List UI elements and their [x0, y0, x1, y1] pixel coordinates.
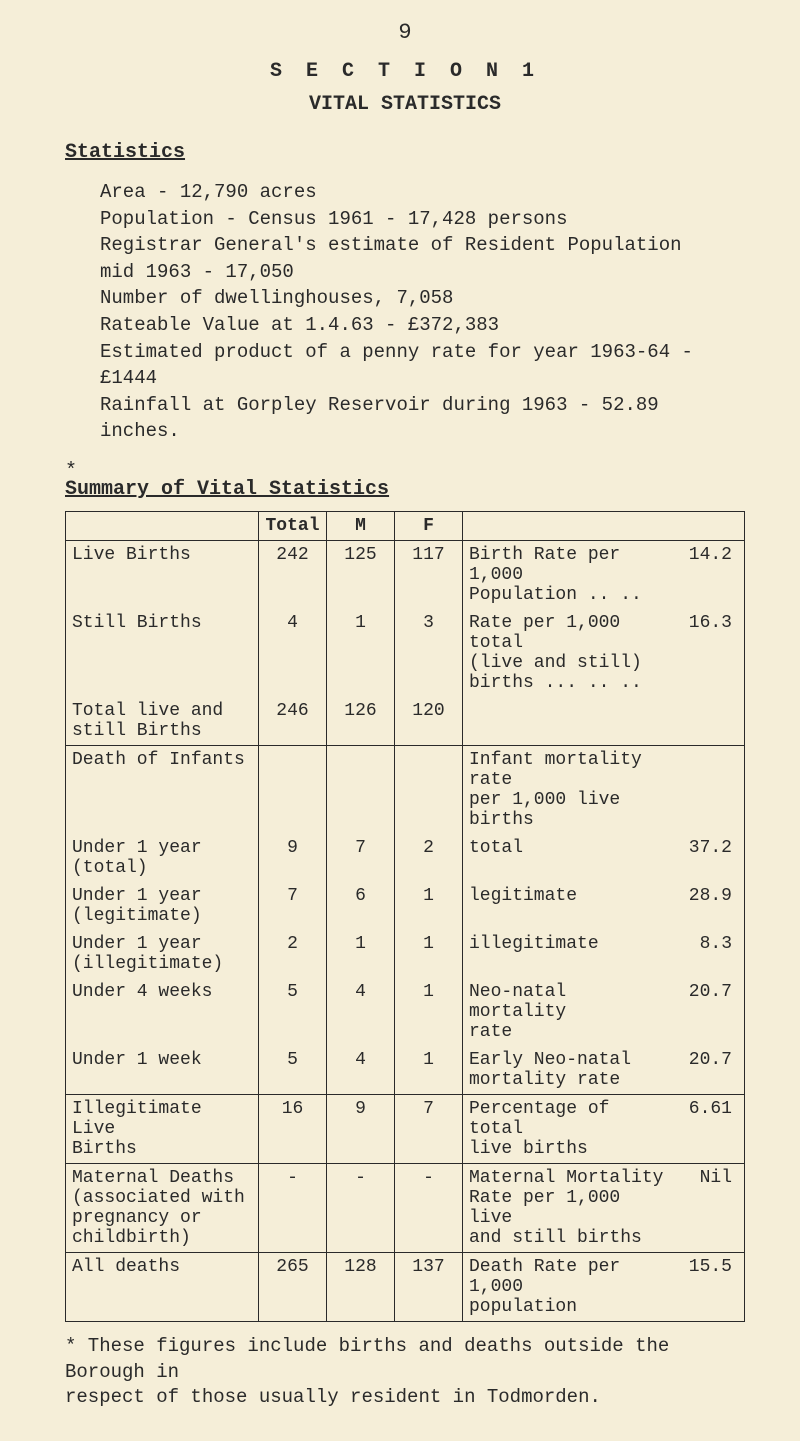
page-number: 9	[65, 20, 745, 45]
header-blank-2	[463, 511, 745, 540]
row-num: 120	[395, 697, 463, 746]
row-desc: Neo-natal mortality rate20.7	[463, 978, 745, 1046]
row-desc: total37.2	[463, 834, 745, 882]
row-num: 9	[259, 834, 327, 882]
row-desc: illegitimate8.3	[463, 930, 745, 978]
row-desc	[463, 697, 745, 746]
row-num: 1	[327, 930, 395, 978]
row-num: 1	[395, 882, 463, 930]
row-num: 128	[327, 1252, 395, 1321]
row-num: 246	[259, 697, 327, 746]
row-desc: Early Neo-natal mortality rate20.7	[463, 1046, 745, 1095]
row-desc: Rate per 1,000 total (live and still) bi…	[463, 609, 745, 697]
row-label: Under 1 week	[66, 1046, 259, 1095]
row-label: Under 1 year (total)	[66, 834, 259, 882]
row-label: All deaths	[66, 1252, 259, 1321]
row-label: Total live and still Births	[66, 697, 259, 746]
row-label: Death of Infants	[66, 745, 259, 834]
row-num: 117	[395, 540, 463, 609]
table-row: Total live and still Births246126120	[66, 697, 745, 746]
row-num: 1	[327, 609, 395, 697]
row-num: 9	[327, 1094, 395, 1163]
row-num: 137	[395, 1252, 463, 1321]
page-container: 9 S E C T I O N 1 VITAL STATISTICS Stati…	[0, 0, 800, 1441]
header-m: M	[327, 511, 395, 540]
row-desc: Death Rate per 1,000 population15.5	[463, 1252, 745, 1321]
row-label: Under 1 year (illegitimate)	[66, 930, 259, 978]
row-desc: Percentage of total live births6.61	[463, 1094, 745, 1163]
row-num: 125	[327, 540, 395, 609]
row-label: Under 4 weeks	[66, 978, 259, 1046]
row-num: 126	[327, 697, 395, 746]
row-num: 2	[395, 834, 463, 882]
row-num: 1	[395, 978, 463, 1046]
section-title: S E C T I O N 1	[65, 60, 745, 83]
row-num: 3	[395, 609, 463, 697]
table-row: Under 1 week541Early Neo-natal mortality…	[66, 1046, 745, 1095]
statistics-body: Area - 12,790 acres Population - Census …	[100, 179, 745, 445]
table-row: Still Births413Rate per 1,000 total (liv…	[66, 609, 745, 697]
row-num: -	[259, 1163, 327, 1252]
summary-word: Summary	[65, 478, 149, 501]
vital-stats-table: Total M F Live Births242125117Birth Rate…	[65, 511, 745, 1322]
row-num: 7	[327, 834, 395, 882]
row-num: 7	[395, 1094, 463, 1163]
row-label: Illegitimate Live Births	[66, 1094, 259, 1163]
row-num: 242	[259, 540, 327, 609]
table-row: Under 1 year (total)972 total37.2	[66, 834, 745, 882]
table-row: Death of Infants Infant mortality rate pe…	[66, 745, 745, 834]
row-num	[259, 745, 327, 834]
row-num: 1	[395, 1046, 463, 1095]
row-num: -	[395, 1163, 463, 1252]
row-num: -	[327, 1163, 395, 1252]
row-desc: Birth Rate per 1,000 Population .. ..14.…	[463, 540, 745, 609]
row-num: 6	[327, 882, 395, 930]
row-num: 4	[259, 609, 327, 697]
row-num: 5	[259, 978, 327, 1046]
row-num: 7	[259, 882, 327, 930]
row-label: Still Births	[66, 609, 259, 697]
header-total: Total	[259, 511, 327, 540]
table-row: Live Births242125117Birth Rate per 1,000…	[66, 540, 745, 609]
row-num: 1	[395, 930, 463, 978]
footnote: * These figures include births and death…	[65, 1334, 745, 1411]
row-num: 265	[259, 1252, 327, 1321]
row-num: 4	[327, 978, 395, 1046]
header-f: F	[395, 511, 463, 540]
table-row: All deaths265128137Death Rate per 1,000 …	[66, 1252, 745, 1321]
row-label: Live Births	[66, 540, 259, 609]
row-num	[395, 745, 463, 834]
table-row: Under 1 year (illegitimate)211 illegitim…	[66, 930, 745, 978]
table-row: Illegitimate Live Births1697Percentage o…	[66, 1094, 745, 1163]
subtitle: VITAL STATISTICS	[65, 93, 745, 116]
table-row: Under 4 weeks541Neo-natal mortality rate…	[66, 978, 745, 1046]
header-blank-1	[66, 511, 259, 540]
row-num: 16	[259, 1094, 327, 1163]
table-header-row: Total M F	[66, 511, 745, 540]
row-label: Under 1 year (legitimate)	[66, 882, 259, 930]
row-desc: legitimate28.9	[463, 882, 745, 930]
table-row: Under 1 year (legitimate)761 legitimate2…	[66, 882, 745, 930]
row-desc: Infant mortality rate per 1,000 live bir…	[463, 745, 745, 834]
row-desc: Maternal Mortality Rate per 1,000 live a…	[463, 1163, 745, 1252]
row-num: 2	[259, 930, 327, 978]
table-row: Maternal Deaths (associated with pregnan…	[66, 1163, 745, 1252]
summary-heading: Summary of Vital Statistics	[65, 478, 745, 501]
row-num: 4	[327, 1046, 395, 1095]
summary-rest: of Vital Statistics	[149, 478, 389, 501]
row-label: Maternal Deaths (associated with pregnan…	[66, 1163, 259, 1252]
row-num	[327, 745, 395, 834]
statistics-heading: Statistics	[65, 141, 745, 164]
row-num: 5	[259, 1046, 327, 1095]
